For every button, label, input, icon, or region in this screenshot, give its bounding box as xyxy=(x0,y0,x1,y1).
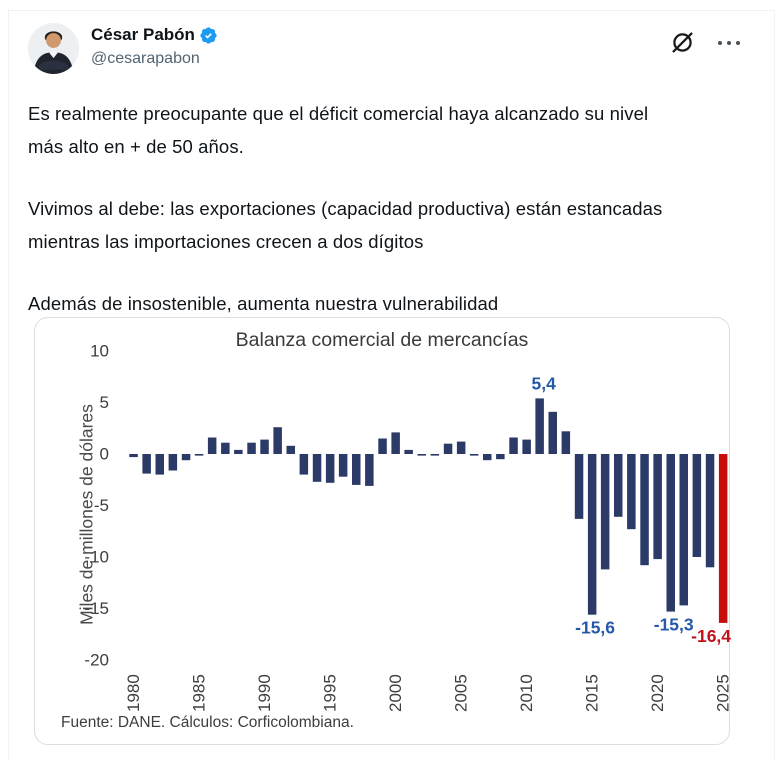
bar-1989 xyxy=(247,442,256,454)
tweet-paragraph-2: Vivimos al debe: las exportaciones (capa… xyxy=(28,198,663,252)
bar-2006 xyxy=(469,454,479,456)
bar-1986 xyxy=(207,437,217,454)
bar-1991 xyxy=(273,427,282,454)
avatar[interactable] xyxy=(28,23,79,74)
bar-1984 xyxy=(181,454,191,461)
bar-2002 xyxy=(417,454,426,456)
bar-1990 xyxy=(260,439,269,454)
bar-2024 xyxy=(705,454,715,568)
grok-icon[interactable] xyxy=(669,29,696,56)
bar-1980 xyxy=(129,454,138,458)
bar-2022 xyxy=(679,454,688,606)
bar-2018 xyxy=(627,454,636,530)
x-tick-label: 2000 xyxy=(386,674,405,712)
x-tick-label: 2010 xyxy=(517,674,536,712)
x-tick-label: 2005 xyxy=(452,674,471,712)
bar-1998 xyxy=(365,454,374,486)
chart-source: Fuente: DANE. Cálculos: Corficolombiana. xyxy=(61,714,354,731)
bar-2015 xyxy=(587,454,597,615)
tweet-paragraph-3: Además de insostenible, aumenta nuestra … xyxy=(28,293,499,314)
bar-1999 xyxy=(378,438,387,454)
y-tick-label: -10 xyxy=(84,548,109,567)
x-tick-label: 1980 xyxy=(124,674,143,712)
display-name[interactable]: César Pabón xyxy=(91,25,195,44)
value-label-2025: -16,4 xyxy=(691,626,731,646)
chart-card[interactable]: Miles de millones de dólares 10 5 0 -5 -10 -1… xyxy=(34,317,731,745)
user-handle[interactable]: @cesarapabon xyxy=(91,50,200,67)
bar-2013 xyxy=(561,431,571,454)
y-tick-label: 5 xyxy=(100,393,109,412)
bar-2003 xyxy=(430,454,440,456)
bar-2000 xyxy=(391,432,400,454)
y-tick-label: -20 xyxy=(84,651,109,670)
bar-1992 xyxy=(286,445,295,454)
bar-1981 xyxy=(142,454,151,474)
tweet-paragraph-1: Es realmente preocupante que el déficit … xyxy=(28,103,649,157)
bar-2023 xyxy=(692,454,702,557)
y-tick-label: 0 xyxy=(100,445,109,464)
bar-2007 xyxy=(483,454,492,461)
more-icon[interactable] xyxy=(716,37,742,49)
x-tick-label: 1990 xyxy=(255,674,274,712)
bar-2004 xyxy=(443,443,453,454)
bar-2009 xyxy=(509,437,518,454)
x-tick-label: 1985 xyxy=(190,674,209,712)
bar-1995 xyxy=(325,454,335,483)
bar-2017 xyxy=(614,454,623,517)
bar-1996 xyxy=(338,454,348,477)
timeline-column: César Pabón @cesarapabon Es realmente pr… xyxy=(8,10,775,760)
tweet-text: Es realmente preocupante que el déficit … xyxy=(28,97,738,349)
bar-1994 xyxy=(312,454,322,482)
x-tick-label: 2020 xyxy=(648,674,667,712)
bar-2011 xyxy=(535,398,544,454)
bar-2020 xyxy=(653,454,662,560)
value-label-2021: -15,3 xyxy=(654,615,694,635)
y-tick-label: 10 xyxy=(90,342,109,361)
value-label-2011: 5,4 xyxy=(532,373,557,393)
bar-2001 xyxy=(404,449,413,454)
y-tick-label: -15 xyxy=(84,599,109,618)
bar-1988 xyxy=(234,449,243,454)
value-label-2015: -15,6 xyxy=(575,618,615,638)
bar-2019 xyxy=(640,454,649,566)
x-tick-label: 1995 xyxy=(321,674,340,712)
chart-title: Balanza comercial de mercancías xyxy=(235,329,529,351)
bar-1997 xyxy=(352,454,361,485)
bar-2014 xyxy=(574,454,584,519)
bar-2025 xyxy=(718,454,728,623)
bar-2021 xyxy=(666,454,675,612)
bar-1993 xyxy=(299,454,309,475)
x-tick-label: 2025 xyxy=(714,674,731,712)
x-tick-label: 2015 xyxy=(583,674,602,712)
y-tick-label: -5 xyxy=(94,496,109,515)
bar-2016 xyxy=(600,454,610,570)
bar-1985 xyxy=(194,454,204,456)
bar-1987 xyxy=(221,442,230,454)
chart-plot: 10 5 0 -5 -10 -15 -20 1980 1985 1990 1995 2000 2005 2… xyxy=(84,342,731,713)
bar-2008 xyxy=(496,454,505,460)
bar-2005 xyxy=(456,441,466,454)
avatar-portrait xyxy=(28,23,79,74)
verified-badge-icon xyxy=(199,26,218,45)
bar-1982 xyxy=(155,454,164,475)
bar-2012 xyxy=(548,411,557,454)
bar-2010 xyxy=(522,439,531,454)
bar-1983 xyxy=(168,454,178,471)
